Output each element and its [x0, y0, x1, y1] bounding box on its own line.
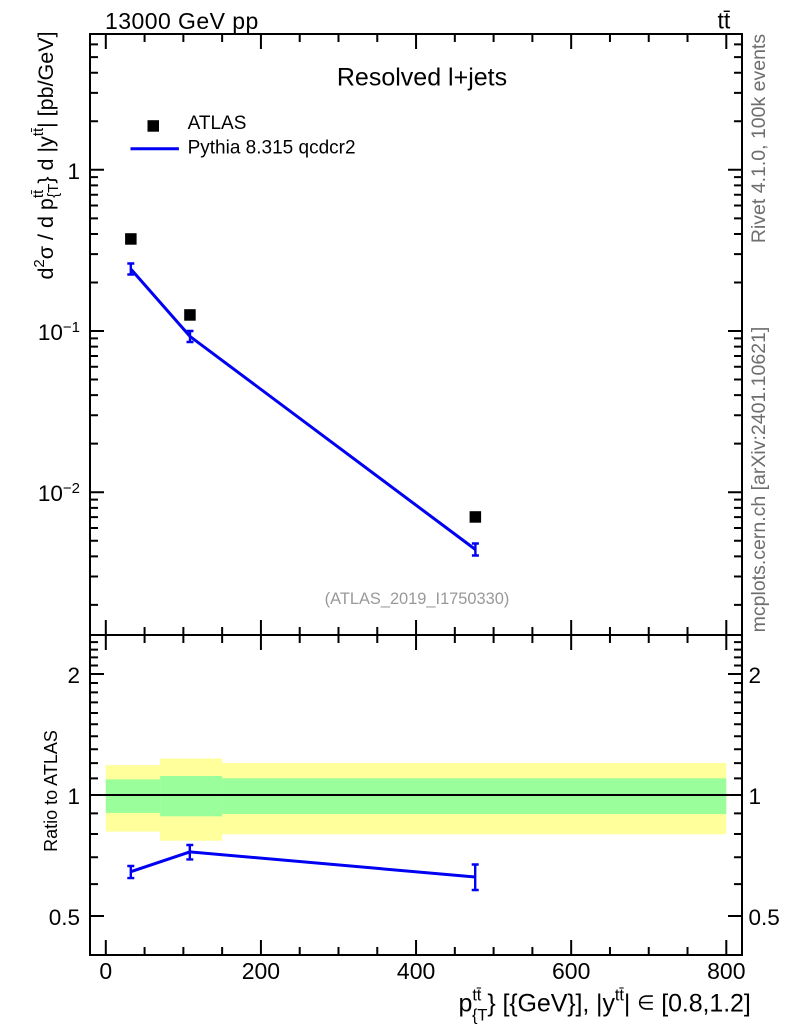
svg-text:ATLAS: ATLAS [188, 113, 247, 134]
svg-text:2: 2 [67, 663, 80, 688]
svg-text:Resolved l+jets: Resolved l+jets [337, 64, 507, 92]
svg-text:1: 1 [67, 159, 80, 184]
svg-text:800: 800 [707, 958, 745, 984]
svg-text:13000 GeV pp: 13000 GeV pp [105, 8, 259, 34]
svg-text:tt̄: tt̄ [718, 8, 731, 34]
svg-text:mcplots.cern.ch [arXiv:2401.10: mcplots.cern.ch [arXiv:2401.10621] [748, 327, 770, 633]
svg-text:1: 1 [67, 784, 80, 809]
svg-text:600: 600 [552, 958, 590, 984]
svg-text:200: 200 [242, 958, 280, 984]
svg-text:Rivet 4.1.0, 100k events: Rivet 4.1.0, 100k events [748, 34, 770, 243]
svg-text:(ATLAS_2019_I1750330): (ATLAS_2019_I1750330) [325, 590, 510, 608]
svg-text:Ratio to ATLAS: Ratio to ATLAS [41, 730, 61, 852]
svg-text:0: 0 [99, 958, 112, 984]
svg-text:d2σ / d ptt̄{T} d |ytt̄| [pb/G: d2σ / d ptt̄{T} d |ytt̄| [pb/GeV] [30, 31, 62, 279]
svg-text:0.5: 0.5 [749, 905, 780, 930]
svg-text:0.5: 0.5 [49, 905, 80, 930]
svg-text:400: 400 [397, 958, 435, 984]
svg-text:Pythia 8.315 qcdcr2: Pythia 8.315 qcdcr2 [188, 138, 356, 159]
svg-text:2: 2 [749, 663, 762, 688]
svg-text:1: 1 [749, 784, 762, 809]
